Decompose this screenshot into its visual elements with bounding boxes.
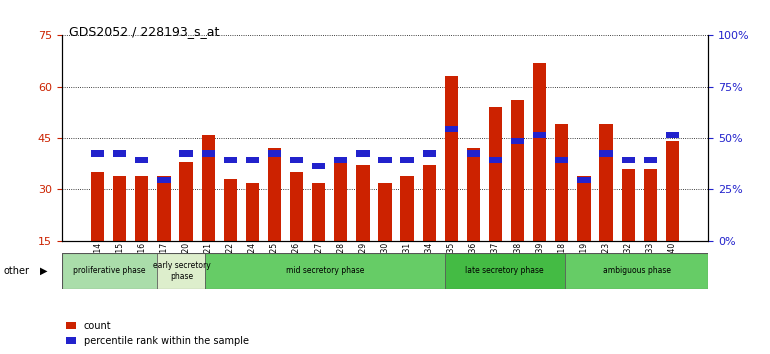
Bar (400, 156, 413, 163)
Bar (400, 176, 413, 292)
Bar (564, 253, 708, 289)
Text: GDS2052 / 228193_s_at: GDS2052 / 228193_s_at (69, 25, 219, 38)
Bar (223, 156, 237, 163)
Text: proliferative phase: proliferative phase (73, 266, 146, 275)
Bar (202, 150, 215, 156)
Bar (445, 76, 458, 292)
Text: ambiguous phase: ambiguous phase (603, 266, 671, 275)
Bar (157, 176, 171, 292)
Bar (423, 150, 436, 156)
Bar (666, 142, 679, 292)
Bar (62, 253, 157, 289)
Bar (91, 172, 104, 292)
Text: other: other (4, 266, 30, 276)
Bar (578, 176, 591, 292)
Bar (113, 150, 126, 156)
Bar (555, 156, 568, 163)
Bar (179, 162, 192, 292)
Bar (157, 253, 206, 289)
Bar (206, 253, 445, 289)
Bar (599, 150, 613, 156)
Bar (136, 156, 149, 163)
Bar (357, 150, 370, 156)
Bar (268, 148, 281, 292)
Bar (511, 101, 524, 292)
Bar (334, 162, 347, 292)
Bar (378, 156, 392, 163)
Bar (357, 165, 370, 292)
Bar (246, 183, 259, 292)
Bar (621, 156, 634, 163)
Bar (202, 135, 215, 292)
Bar (467, 150, 480, 156)
Bar (644, 156, 657, 163)
Bar (555, 124, 568, 292)
Bar (290, 172, 303, 292)
Bar (423, 165, 436, 292)
Bar (489, 107, 502, 292)
Bar (246, 156, 259, 163)
Bar (511, 138, 524, 144)
Bar (644, 169, 657, 292)
Text: early secretory
phase: early secretory phase (152, 261, 210, 280)
Bar (136, 176, 149, 292)
Bar (157, 177, 171, 183)
Bar (290, 156, 303, 163)
Bar (334, 156, 347, 163)
Bar (578, 177, 591, 183)
Bar (223, 179, 237, 292)
Bar (268, 150, 281, 156)
Bar (467, 148, 480, 292)
Bar (621, 169, 634, 292)
Bar (312, 163, 325, 169)
Bar (445, 126, 458, 132)
Bar (533, 132, 547, 138)
Bar (599, 124, 613, 292)
Text: late secretory phase: late secretory phase (466, 266, 544, 275)
Text: mid secretory phase: mid secretory phase (286, 266, 364, 275)
Bar (312, 183, 325, 292)
Bar (489, 156, 502, 163)
Bar (91, 150, 104, 156)
Text: ▶: ▶ (40, 266, 48, 276)
Bar (533, 63, 547, 292)
Legend: count, percentile rank within the sample: count, percentile rank within the sample (66, 321, 249, 346)
Bar (445, 253, 564, 289)
Bar (179, 150, 192, 156)
Bar (113, 176, 126, 292)
Bar (378, 183, 392, 292)
Bar (666, 132, 679, 138)
